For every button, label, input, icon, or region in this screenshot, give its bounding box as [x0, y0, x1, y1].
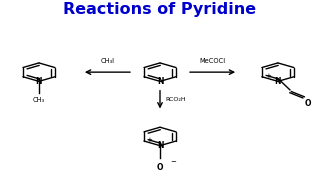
- Text: CH₃: CH₃: [33, 97, 45, 103]
- Text: MeCOCl: MeCOCl: [199, 58, 226, 64]
- Text: N: N: [36, 77, 42, 86]
- Text: N: N: [275, 77, 281, 86]
- Text: Reactions of Pyridine: Reactions of Pyridine: [63, 3, 257, 17]
- Text: N: N: [157, 77, 163, 86]
- Text: RCO₂H: RCO₂H: [166, 97, 186, 102]
- Text: +: +: [265, 73, 271, 79]
- Text: N: N: [157, 141, 163, 150]
- Text: −: −: [170, 159, 176, 165]
- Text: +: +: [146, 138, 152, 143]
- Text: O: O: [157, 163, 163, 172]
- Text: O: O: [304, 99, 311, 108]
- Text: CH₃I: CH₃I: [100, 58, 115, 64]
